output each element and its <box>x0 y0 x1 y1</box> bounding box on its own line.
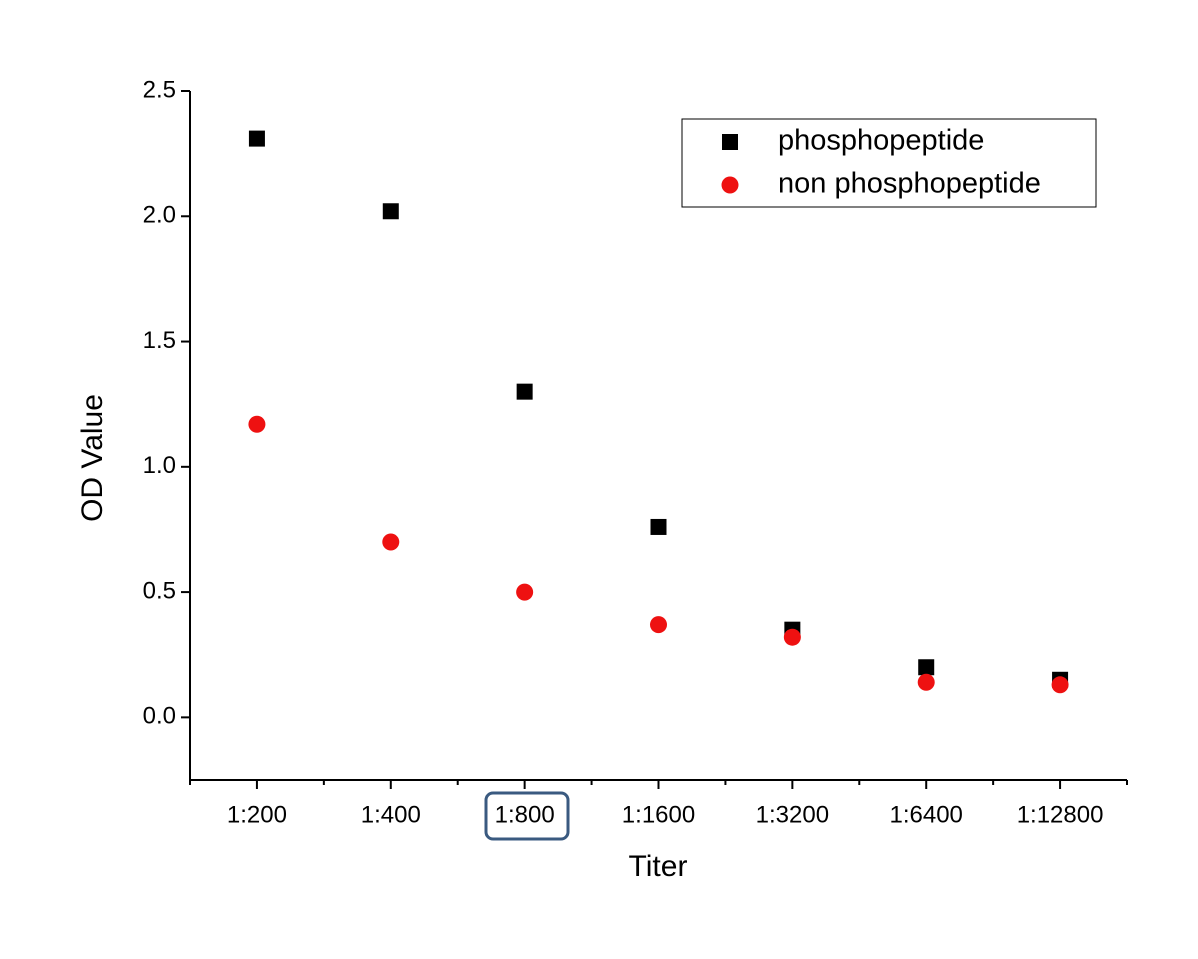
point <box>650 616 667 634</box>
y-axis-title: OD Value <box>76 394 109 522</box>
x-tick-label: 1:12800 <box>1017 801 1104 828</box>
point <box>516 583 534 601</box>
x-tick-label: 1:1600 <box>622 801 695 828</box>
x-tick-label: 1:400 <box>361 801 421 828</box>
point <box>721 176 739 194</box>
y-tick-label: 2.5 <box>143 76 176 103</box>
legend-label: non phosphopeptide <box>778 168 1041 200</box>
legend-box <box>681 118 1097 208</box>
x-tick-label: 1:3200 <box>756 801 829 828</box>
y-tick-label: 0.0 <box>143 703 176 730</box>
point <box>722 134 738 150</box>
point <box>917 673 935 691</box>
point <box>248 130 265 147</box>
point <box>516 383 533 400</box>
point <box>783 628 801 646</box>
y-tick-label: 1.5 <box>143 327 176 354</box>
point <box>382 533 400 551</box>
highlight-box <box>484 791 570 841</box>
point <box>918 659 935 676</box>
y-tick-label: 0.5 <box>143 577 176 604</box>
x-tick-label: 1:200 <box>227 801 287 828</box>
point <box>248 415 266 433</box>
y-tick-label: 2.0 <box>143 202 176 229</box>
point <box>1051 676 1069 694</box>
x-tick-label: 1:6400 <box>890 801 963 828</box>
legend-label: phosphopeptide <box>778 125 984 157</box>
x-axis-title: Titer <box>629 850 688 883</box>
y-tick-label: 1.0 <box>143 452 176 479</box>
point <box>650 518 667 535</box>
point <box>382 203 399 220</box>
x-tick-label: 1:800 <box>495 801 555 828</box>
